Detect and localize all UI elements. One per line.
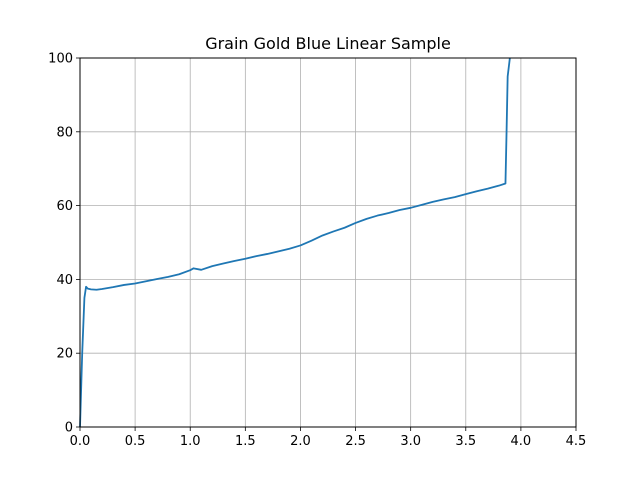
x-tick-label: 4.0 <box>511 434 532 449</box>
chart-title: Grain Gold Blue Linear Sample <box>205 34 451 53</box>
y-tick-label: 0 <box>65 421 73 436</box>
series-line-group <box>79 57 511 428</box>
series-line <box>79 57 511 428</box>
x-tick-label: 4.5 <box>566 434 587 449</box>
y-tick-label: 60 <box>56 199 73 214</box>
x-tick-label: 0.5 <box>125 434 146 449</box>
x-tick-label: 2.5 <box>345 434 366 449</box>
x-tick-label: 2.0 <box>290 434 311 449</box>
y-tick-label: 100 <box>48 52 73 67</box>
y-tick-label: 40 <box>56 273 73 288</box>
x-tick-label: 3.5 <box>455 434 476 449</box>
plot-frame <box>79 57 577 428</box>
y-tick-label: 20 <box>56 347 73 362</box>
x-tick-label: 1.5 <box>235 434 256 449</box>
x-tick-label: 1.0 <box>180 434 201 449</box>
x-tick-label: 0.0 <box>70 434 91 449</box>
x-axis: 0.0 0.5 1.0 1.5 2.0 2.5 3.0 3.5 4.0 4.5 <box>70 427 587 449</box>
y-tick-label: 80 <box>56 125 73 140</box>
x-tick-label: 3.0 <box>400 434 421 449</box>
y-axis: 0 20 40 60 80 100 <box>48 52 80 436</box>
grid <box>79 57 577 428</box>
